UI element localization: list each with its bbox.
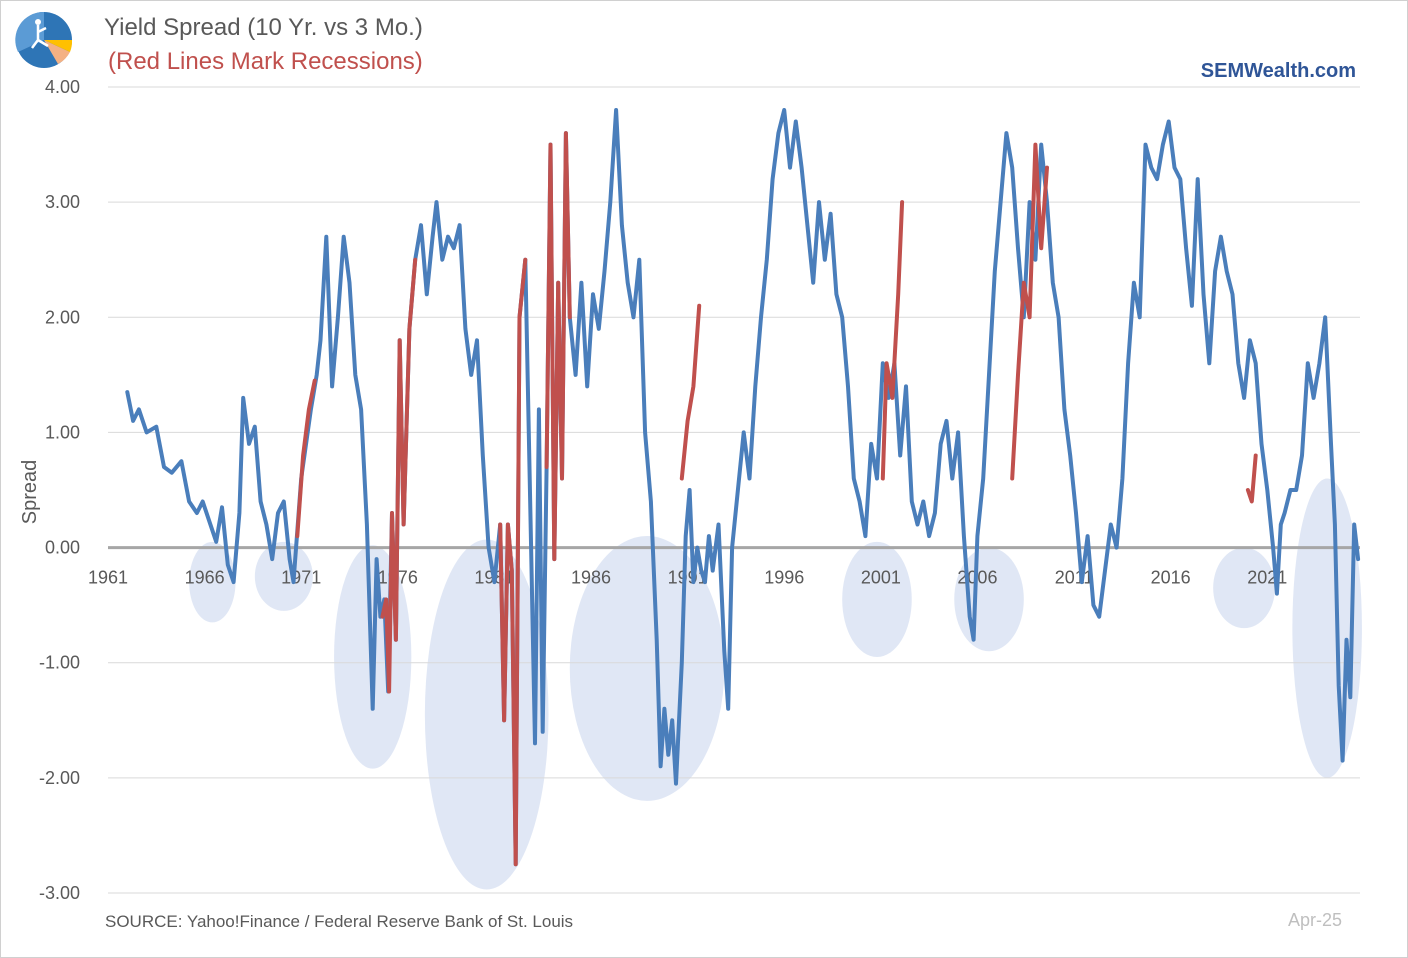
recession-segment-4: [679, 303, 702, 481]
recession-segment-6: [1010, 142, 1049, 481]
y-axis-ticks: 4.00 3.00 2.00 1.00 0.00 -1.00 -2.00 -3.00: [39, 77, 80, 903]
x-tick-label: 1961: [88, 568, 128, 588]
x-tick-label: 1971: [281, 568, 321, 588]
inversion-ellipse-7: [1213, 547, 1275, 629]
recession-segment-7: [1245, 453, 1258, 504]
inversion-ellipse-5: [842, 541, 912, 657]
x-tick-label: 1996: [764, 568, 804, 588]
chart-subtitle: (Red Lines Mark Recessions): [108, 48, 423, 75]
inversion-ellipse-1: [254, 541, 313, 611]
recession-segment-2: [498, 257, 528, 867]
brand-label: SEMWealth.com: [1200, 60, 1356, 82]
gridlines: [108, 86, 1360, 894]
chart-title: Yield Spread (10 Yr. vs 3 Mo.): [104, 14, 423, 41]
source-note: SOURCE: Yahoo!Finance / Federal Reserve …: [105, 912, 574, 931]
y-tick-label: 3.00: [45, 192, 80, 212]
x-tick-label: 2016: [1151, 568, 1191, 588]
recession-segment-3: [544, 131, 572, 562]
y-axis-label: Spread: [19, 460, 41, 525]
x-tick-label: 1986: [571, 568, 611, 588]
inversion-ellipses: [189, 478, 1362, 890]
date-label: Apr-25: [1287, 910, 1342, 930]
x-tick-label: 2011: [1055, 568, 1094, 588]
recession-segment-0: [295, 378, 317, 539]
y-tick-label: 0.00: [45, 538, 80, 558]
series-line-0: [125, 108, 1361, 867]
x-tick-label: 1966: [185, 568, 225, 588]
y-tick-label: 2.00: [45, 307, 80, 327]
series-lines: [125, 108, 1361, 867]
x-tick-label: 1991: [668, 568, 708, 588]
inversion-ellipse-0: [189, 541, 236, 623]
inversion-ellipse-3: [424, 539, 549, 890]
y-tick-label: -2.00: [39, 768, 80, 788]
y-tick-label: 4.00: [45, 77, 80, 97]
inversion-ellipse-4: [569, 536, 725, 801]
y-tick-label: -1.00: [39, 653, 80, 673]
y-tick-label: 1.00: [45, 422, 80, 442]
recession-segment-1: [380, 257, 418, 694]
x-tick-label: 2021: [1247, 568, 1287, 588]
y-tick-label: -3.00: [39, 883, 80, 903]
recession-segment-5: [880, 200, 905, 481]
logo-icon: [15, 11, 73, 68]
x-tick-label: 2001: [861, 568, 901, 588]
